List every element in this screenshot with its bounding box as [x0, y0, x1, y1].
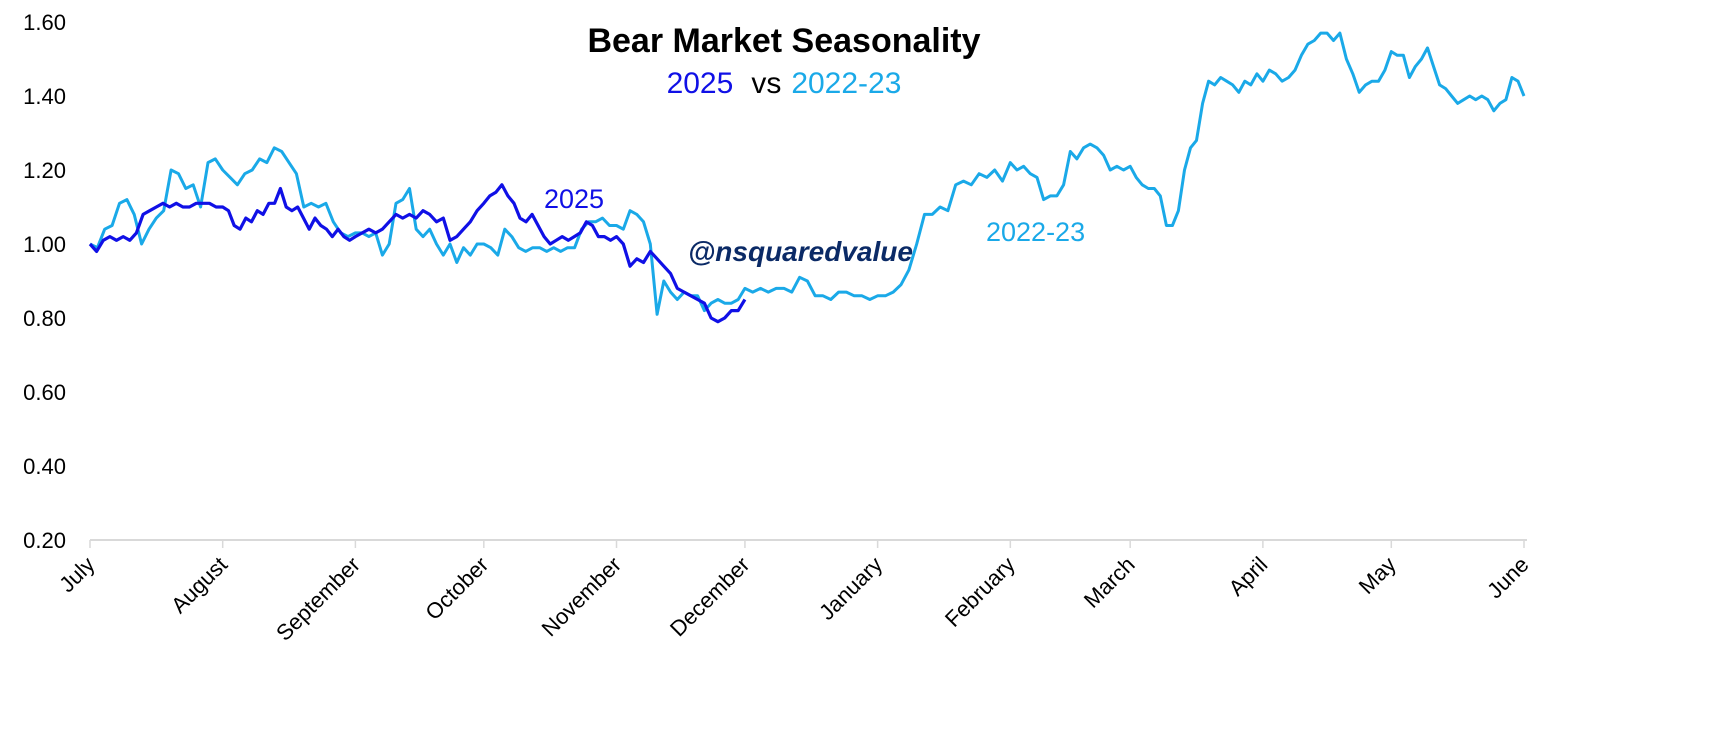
- x-axis: July August September October November Decemb…: [54, 539, 1534, 646]
- x-tick-label: December: [665, 552, 754, 641]
- y-tick-label: 0.20: [23, 528, 66, 553]
- x-tick-label: June: [1482, 552, 1533, 603]
- y-tick-label: 0.80: [23, 306, 66, 331]
- series-label-2025: 2025: [544, 184, 604, 214]
- subtitle-2025: 2025: [667, 67, 734, 100]
- chart-subtitle: 2025 vs 2022-23: [667, 67, 902, 100]
- y-tick-label: 1.00: [23, 232, 66, 257]
- x-tick-label: March: [1079, 552, 1140, 613]
- series-label-2022-23: 2022-23: [986, 217, 1085, 247]
- chart-title: Bear Market Seasonality: [587, 22, 980, 60]
- x-tick-label: February: [940, 552, 1020, 632]
- x-tick-label: August: [166, 552, 232, 618]
- watermark: @nsquaredvalue: [688, 236, 913, 267]
- series-line-2025: [88, 183, 747, 324]
- y-tick-label: 1.60: [23, 10, 66, 35]
- x-tick-label: November: [537, 552, 626, 641]
- subtitle-vs: vs: [751, 67, 781, 100]
- series-lines: [88, 31, 1526, 324]
- y-tick-label: 1.40: [23, 84, 66, 109]
- y-tick-label: 0.60: [23, 380, 66, 405]
- y-tick-label: 1.20: [23, 158, 66, 183]
- x-tick-label: September: [271, 552, 365, 646]
- x-tick-label: April: [1224, 552, 1273, 601]
- x-tick-label: May: [1354, 552, 1401, 599]
- x-tick-label: July: [54, 552, 99, 597]
- series-line-2022-23: [89, 31, 1526, 316]
- y-axis: 0.20 0.40 0.60 0.80 1.00 1.20 1.40 1.60: [23, 10, 66, 553]
- y-tick-label: 0.40: [23, 454, 66, 479]
- x-tick-label: October: [420, 552, 493, 625]
- x-tick-label: January: [814, 552, 887, 625]
- subtitle-2022-23: 2022-23: [791, 67, 901, 100]
